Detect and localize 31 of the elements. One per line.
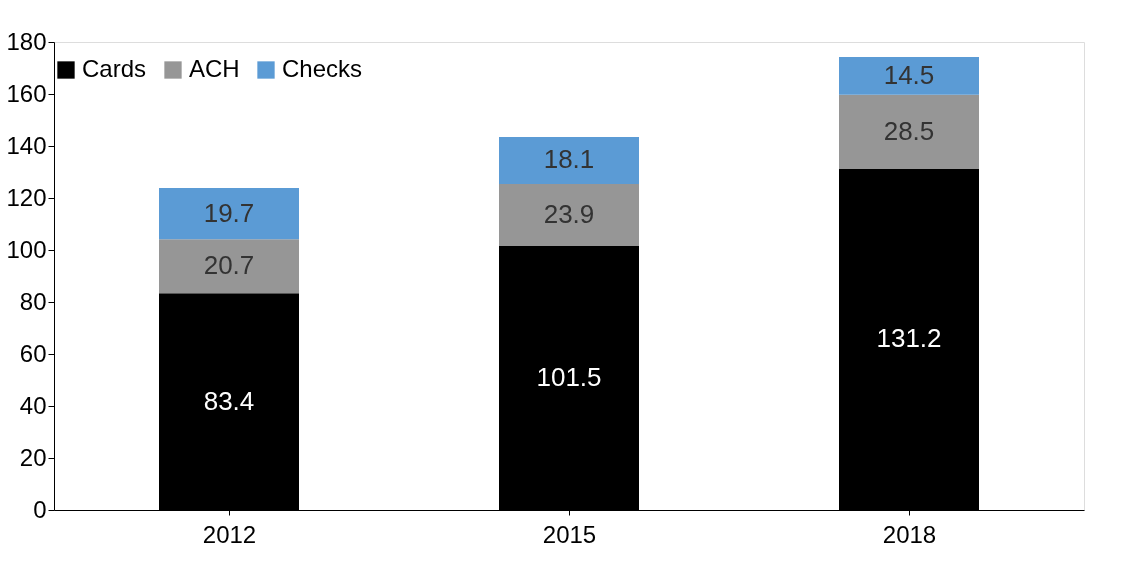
data-label: 19.7 — [203, 197, 255, 228]
x-tick-label: 2015 — [542, 520, 597, 548]
x-tick-label: 2012 — [202, 520, 257, 548]
y-tick-label: 120 — [6, 183, 47, 211]
data-label: 14.5 — [883, 59, 935, 90]
data-label: 23.9 — [543, 199, 595, 230]
bar — [499, 183, 639, 247]
bar — [839, 57, 979, 95]
data-label: 131.2 — [876, 323, 942, 354]
legend-label: Checks — [282, 55, 363, 82]
legend-label: ACH — [189, 55, 240, 82]
bar — [839, 94, 979, 169]
data-label: 20.7 — [203, 250, 255, 281]
y-tick-label: 40 — [19, 391, 47, 419]
y-tick-label: 60 — [19, 339, 47, 367]
y-tick-label: 160 — [6, 79, 47, 107]
bar — [499, 136, 639, 184]
y-tick-label: 100 — [6, 235, 47, 263]
bar — [159, 188, 299, 240]
data-label: 18.1 — [543, 144, 595, 175]
y-tick-label: 180 — [6, 27, 47, 55]
y-tick-label: 20 — [19, 443, 47, 471]
y-tick-label: 0 — [33, 495, 47, 523]
y-tick-label: 140 — [6, 131, 47, 159]
bar — [159, 239, 299, 294]
y-tick-label: 80 — [19, 287, 47, 315]
data-label: 101.5 — [536, 362, 602, 393]
legend-label: Cards — [82, 55, 147, 82]
data-label: 28.5 — [883, 115, 935, 146]
x-tick-label: 2018 — [882, 520, 937, 548]
data-label: 83.4 — [203, 385, 255, 416]
